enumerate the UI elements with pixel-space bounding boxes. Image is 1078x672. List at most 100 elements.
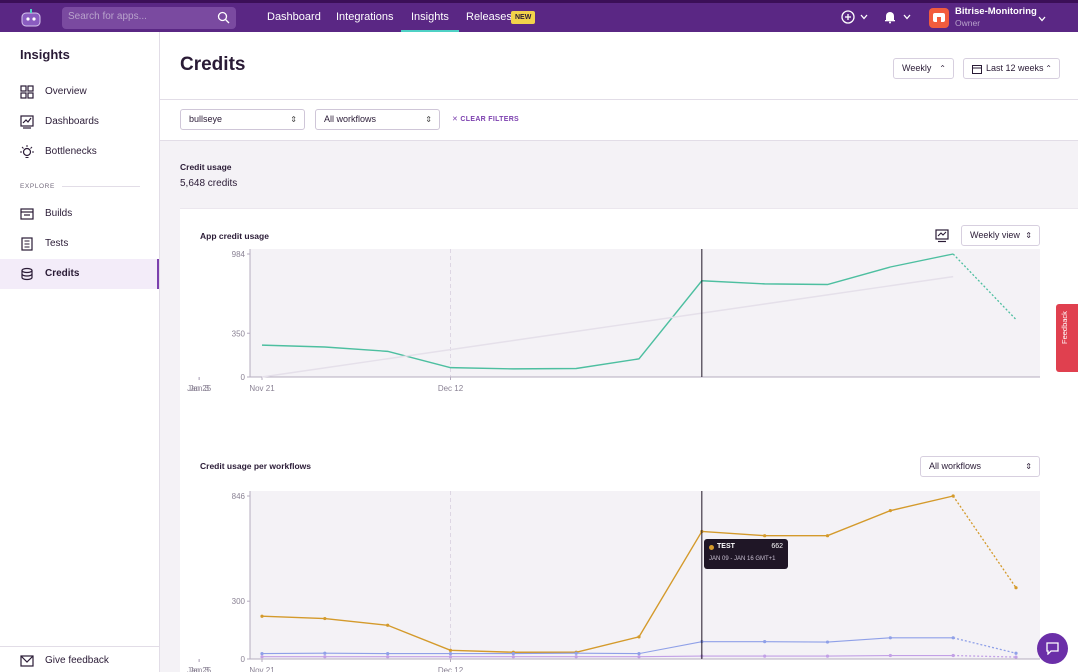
series-projection-line (952, 253, 1017, 320)
top-navigation-bar: Search for apps... Dashboard Integration… (0, 0, 1078, 32)
updown-chevron-icon: ⌃ (939, 64, 946, 73)
charts-card: App credit usage Weekly view ⇕ 0 350 984 No… (180, 208, 1078, 672)
data-point (260, 652, 264, 656)
nav-dashboard[interactable]: Dashboard (267, 11, 321, 23)
x-tick-label: Nov 21 (249, 384, 275, 393)
main-content: Credits Weekly ⌃ Last 12 weeks ⌃ bullsey… (160, 32, 1078, 672)
chevron-down-icon[interactable] (860, 13, 868, 21)
series-line (261, 253, 954, 370)
data-point (511, 655, 515, 659)
updown-chevron-icon: ⇕ (425, 115, 432, 124)
sidebar-item-label: Bottlenecks (45, 146, 97, 157)
mail-icon (20, 655, 34, 667)
sidebar-item-dashboards[interactable]: Dashboards (0, 107, 159, 137)
data-point (574, 651, 578, 655)
data-point (1014, 651, 1018, 655)
chart-title: App credit usage (200, 231, 269, 241)
weekly-view-select[interactable]: Weekly view ⇕ (961, 225, 1040, 246)
data-point (386, 652, 390, 656)
clear-filters-button[interactable]: ✕ CLEAR FILTERS (452, 115, 519, 123)
data-point (323, 655, 327, 659)
updown-chevron-icon: ⇕ (1025, 231, 1032, 240)
clear-filters-label: CLEAR FILTERS (460, 116, 520, 123)
data-point (448, 655, 453, 659)
credit-usage-value: 5,648 credits (180, 178, 238, 189)
data-point (637, 655, 641, 659)
period-value: Weekly (902, 63, 932, 73)
credits-icon (21, 267, 33, 281)
tooltip-value: 662 (771, 543, 783, 550)
page-header: Credits Weekly ⌃ Last 12 weeks ⌃ (160, 32, 1078, 100)
x-tick-label: Jan 3 (189, 666, 209, 672)
add-circle-icon[interactable] (841, 10, 855, 24)
feedback-tab-label: Feedback (1060, 311, 1069, 344)
data-point (448, 652, 453, 656)
data-point (888, 509, 892, 513)
workflow-chart-select[interactable]: All workflows ⇕ (920, 456, 1040, 477)
org-name[interactable]: Bitrise-Monitoring (955, 6, 1037, 17)
series-line (261, 637, 954, 655)
chart-type-icon[interactable] (935, 229, 949, 243)
sidebar-item-overview[interactable]: Overview (0, 77, 159, 107)
search-icon (217, 11, 230, 24)
give-feedback-link[interactable]: Give feedback (0, 647, 159, 672)
search-placeholder: Search for apps... (68, 11, 147, 22)
explore-section-label: EXPLORE (20, 183, 55, 190)
y-tick-label: 350 (232, 329, 246, 338)
data-point (386, 655, 390, 659)
workflow-filter-select[interactable]: All workflows ⇕ (315, 109, 440, 130)
data-point (323, 616, 327, 621)
nav-releases[interactable]: Releases (466, 11, 512, 23)
data-point (763, 654, 767, 658)
sidebar-item-bottlenecks[interactable]: Bottlenecks (0, 137, 159, 167)
chevron-down-icon[interactable] (1038, 15, 1046, 23)
y-tick-label: 0 (241, 373, 246, 382)
sidebar-item-tests[interactable]: Tests (0, 229, 159, 259)
data-point (888, 636, 892, 640)
x-tick-label: Jan 25 (187, 384, 212, 393)
data-point (763, 534, 767, 538)
data-point (323, 651, 327, 655)
filter-bar: bullseye ⇕ All workflows ⇕ ✕ CLEAR FILTE… (160, 100, 1078, 141)
date-range-select[interactable]: Last 12 weeks ⌃ (963, 58, 1060, 79)
feedback-tab[interactable]: Feedback (1056, 304, 1078, 372)
sidebar-item-label: Credits (45, 268, 80, 279)
chat-button[interactable] (1037, 633, 1068, 664)
calendar-icon (972, 65, 982, 74)
x-tick-label: Nov 21 (249, 666, 275, 672)
grid-icon (20, 85, 34, 99)
data-point (763, 640, 767, 644)
nav-insights[interactable]: Insights (401, 3, 459, 32)
sidebar-item-credits[interactable]: Credits (0, 259, 159, 289)
data-point (951, 494, 955, 498)
app-search-input[interactable]: Search for apps... (62, 7, 236, 29)
y-tick-label: 984 (232, 250, 246, 259)
app-filter-select[interactable]: bullseye ⇕ (180, 109, 305, 130)
weekly-view-value: Weekly view (970, 230, 1020, 240)
chevron-down-icon[interactable] (903, 13, 911, 21)
period-select[interactable]: Weekly ⌃ (893, 58, 954, 79)
data-point (825, 534, 830, 538)
bell-icon[interactable] (883, 10, 897, 24)
nav-integrations[interactable]: Integrations (336, 11, 394, 23)
data-point (386, 623, 390, 627)
new-badge: NEW (511, 11, 536, 24)
series-projection-line (952, 495, 1017, 589)
sidebar-title: Insights (20, 47, 70, 62)
data-point (511, 652, 515, 656)
sidebar-item-builds[interactable]: Builds (0, 199, 159, 229)
bitrise-logo-icon[interactable] (20, 9, 42, 27)
divider (62, 186, 140, 187)
org-avatar[interactable] (929, 8, 949, 28)
sidebar-item-label: Dashboards (45, 116, 99, 127)
chart-title: Credit usage per workflows (200, 461, 311, 471)
data-point (825, 654, 830, 658)
tests-icon (21, 237, 33, 251)
org-logo-icon (933, 13, 945, 24)
credit-usage-label: Credit usage (180, 162, 232, 172)
tooltip-range: JAN 09 - JAN 16 GMT+1 (709, 556, 776, 562)
x-tick-label: Dec 12 (438, 384, 464, 393)
data-point (1014, 586, 1018, 590)
